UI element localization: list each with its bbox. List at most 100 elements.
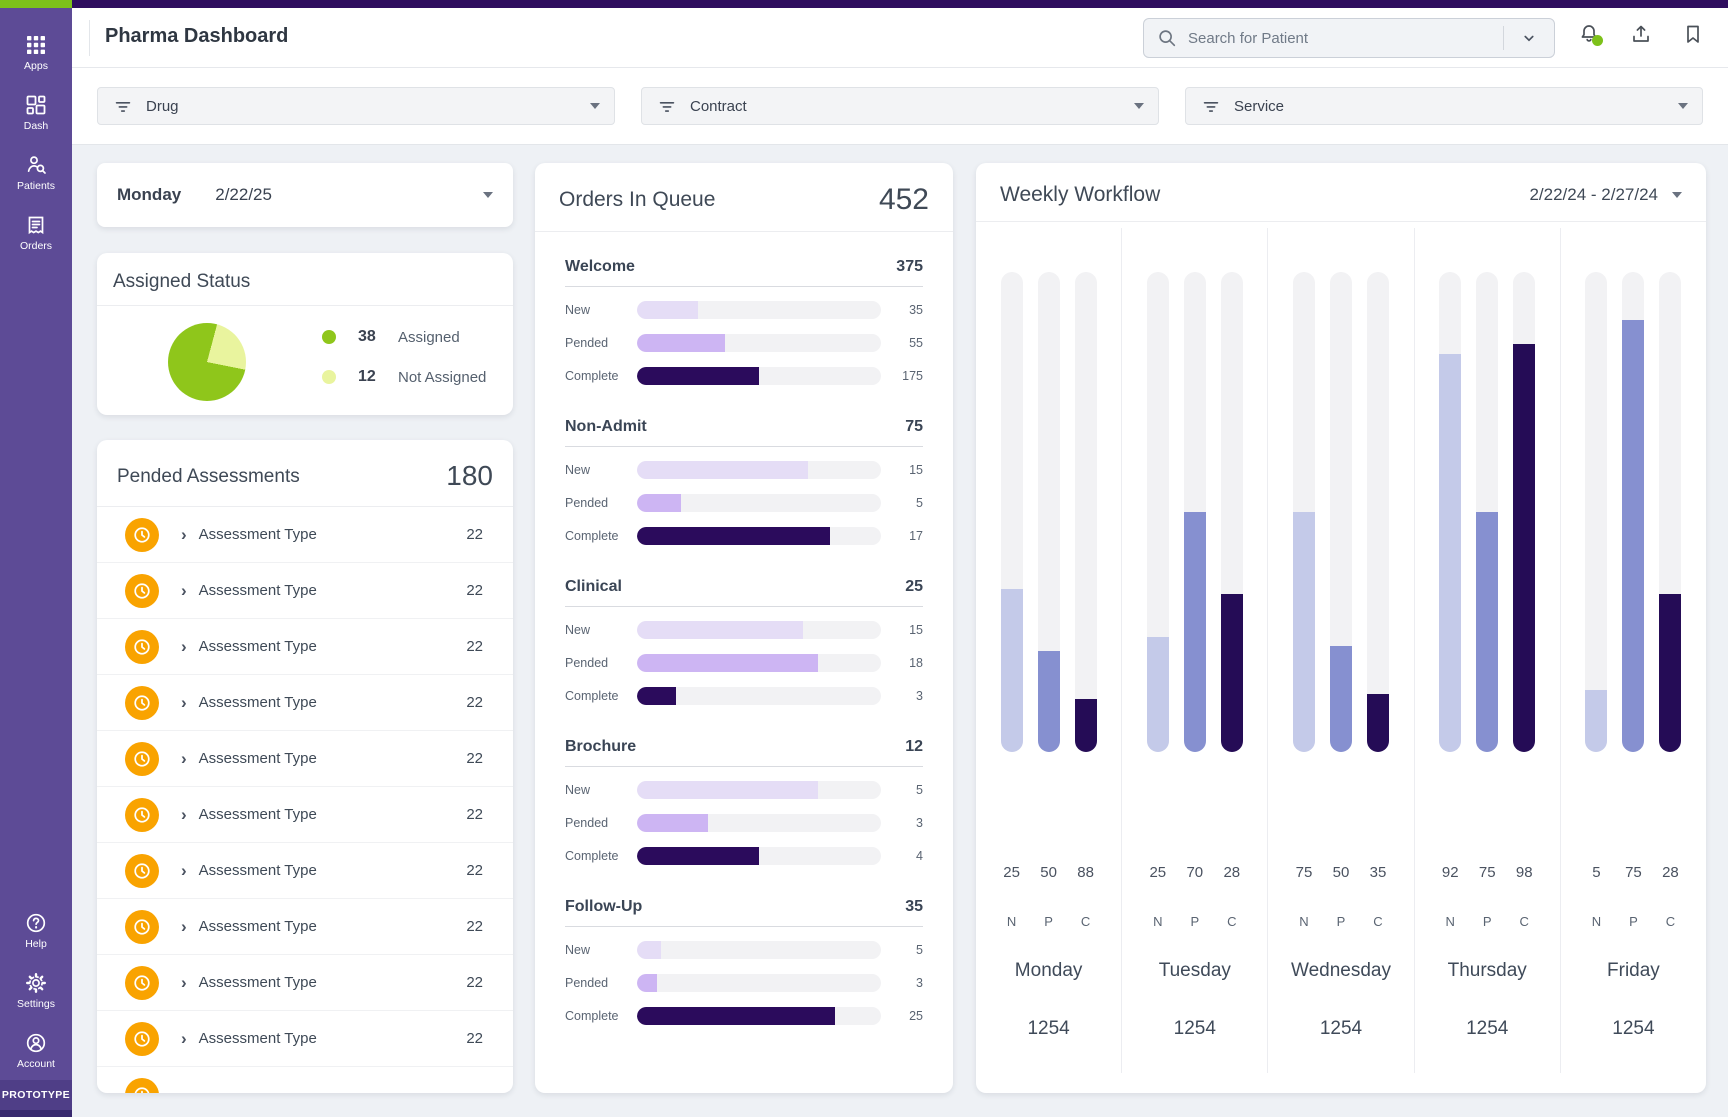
assessment-type-label: Assessment Type: [198, 974, 317, 991]
assessment-count: 22: [466, 974, 483, 991]
assessment-count: 22: [466, 862, 483, 879]
filter-drug[interactable]: Drug: [97, 87, 615, 125]
pended-assessment-row[interactable]: › Assessment Type 22: [97, 787, 513, 843]
progress-fill: [637, 973, 657, 992]
sidebar-item-dash[interactable]: Dash: [0, 82, 72, 142]
bar-group: [1293, 272, 1389, 752]
pended-assessment-row[interactable]: › Assessment Type 22: [97, 507, 513, 563]
sidebar-item-patients[interactable]: Patients: [0, 142, 72, 202]
bar-fill: [1659, 593, 1682, 752]
series-letter: C: [1519, 914, 1529, 929]
clock-icon: [125, 741, 159, 776]
pended-assessments-card: Pended Assessments 180 › Assessment Type 2…: [97, 440, 513, 1093]
pended-assessment-row[interactable]: › Assessment Type 22: [97, 843, 513, 899]
progress-track: [637, 846, 881, 865]
status-value: 15: [909, 462, 923, 477]
chevron-right-icon: ›: [181, 636, 187, 656]
section-total: 375: [896, 258, 923, 275]
bar-fill: [1330, 646, 1352, 752]
filter-label: Contract: [690, 97, 747, 115]
chevron-down-icon[interactable]: [1672, 192, 1682, 198]
pended-assessment-row[interactable]: › Assessment Type 22: [97, 563, 513, 619]
bar-group: [1439, 272, 1536, 752]
bar-fill: [1293, 512, 1315, 752]
weekly-day-group-wednesday: 75 50 35 N P C Wednesday 1254: [1268, 228, 1415, 1073]
bar-fill: [1476, 512, 1499, 752]
status-value: 5: [916, 782, 923, 797]
filter-service[interactable]: Service: [1185, 87, 1703, 125]
sidebar-footer-strip: [0, 1110, 72, 1117]
patient-search-box[interactable]: [1143, 18, 1555, 58]
progress-fill: [637, 526, 830, 545]
day-label: Wednesday: [1291, 960, 1391, 981]
pended-assessment-row[interactable]: › Assessment Type 22: [97, 619, 513, 675]
assessment-count: 22: [466, 526, 483, 543]
series-letter: P: [1482, 914, 1492, 929]
sidebar-item-label: Account: [17, 1058, 55, 1070]
pended-assessment-row[interactable]: › Assessment Type 22: [97, 731, 513, 787]
progress-fill: [637, 846, 759, 865]
chevron-right-icon: ›: [181, 580, 187, 600]
sidebar-item-label: Orders: [19, 240, 53, 252]
bar-value: 35: [1369, 864, 1387, 881]
day-total: 1254: [1173, 1018, 1216, 1039]
clock-icon: [125, 1021, 159, 1056]
sidebar-item-account[interactable]: Account: [0, 1020, 72, 1080]
sidebar-item-help[interactable]: Help: [0, 900, 72, 960]
pended-assessment-row[interactable]: [97, 1067, 513, 1093]
orders-section-welcome: Welcome 375 New 35 Pended 55 Complete 175: [565, 258, 923, 392]
assessment-type-label: Assessment Type: [198, 806, 317, 823]
bar-track: [1330, 272, 1352, 752]
notifications-button[interactable]: [1576, 21, 1603, 47]
search-options-dropdown[interactable]: [1504, 19, 1554, 57]
sidebar-item-label: Dash: [23, 120, 49, 132]
sidebar-item-settings[interactable]: Settings: [0, 960, 72, 1020]
day-label: Monday: [1014, 960, 1083, 981]
status-value: 3: [916, 975, 923, 990]
clock-icon: [125, 1077, 159, 1093]
series-letter: N: [1591, 914, 1602, 929]
progress-fill: [637, 686, 677, 705]
upload-icon: [1633, 25, 1649, 42]
section-name: Non-Admit: [565, 418, 647, 435]
filter-lines-icon: [656, 95, 678, 117]
progress-fill: [637, 653, 818, 672]
assessment-type-label: Assessment Type: [198, 526, 317, 543]
pended-assessment-row[interactable]: › Assessment Type 22: [97, 899, 513, 955]
weekly-day-group-friday: 5 75 28 N P C Friday 1254: [1561, 228, 1706, 1073]
upload-button[interactable]: [1628, 21, 1654, 47]
series-letter: C: [1227, 914, 1237, 929]
sidebar-item-orders[interactable]: Orders: [0, 202, 72, 262]
clock-icon: [125, 853, 159, 888]
chevron-down-icon: [1678, 103, 1688, 109]
status-label: Pended: [565, 495, 609, 510]
status-label: New: [565, 302, 591, 317]
status-value: 5: [916, 495, 923, 510]
status-progress-row: New 15: [565, 613, 923, 646]
bookmark-button[interactable]: [1680, 21, 1706, 47]
pended-assessment-row[interactable]: › Assessment Type 22: [97, 1011, 513, 1067]
series-letter: C: [1665, 914, 1676, 929]
bar-value: 25: [1149, 864, 1167, 881]
bar-values: 5 75 28: [1585, 864, 1681, 881]
bar-track: [1476, 272, 1499, 752]
assessment-type-label: Assessment Type: [198, 1030, 317, 1047]
bar-fill: [1439, 353, 1462, 752]
pended-assessment-row[interactable]: › Assessment Type 22: [97, 675, 513, 731]
orders-section-follow-up: Follow-Up 35 New 5 Pended 3 Complete 25: [565, 898, 923, 1032]
sidebar-item-apps[interactable]: Apps: [0, 22, 72, 82]
weekly-date-range[interactable]: 2/22/24 - 2/27/24: [1529, 185, 1658, 204]
status-progress-row: Complete 25: [565, 999, 923, 1032]
bar-values: 25 50 88: [1001, 864, 1097, 881]
section-total: 75: [905, 418, 923, 435]
status-progress-row: Pended 3: [565, 806, 923, 839]
search-input[interactable]: [1188, 29, 1503, 47]
date-selector[interactable]: Monday 2/22/25: [97, 163, 513, 227]
pended-assessment-row[interactable]: › Assessment Type 22: [97, 955, 513, 1011]
filter-contract[interactable]: Contract: [641, 87, 1159, 125]
bar-track: [1000, 272, 1023, 752]
progress-track: [637, 686, 881, 705]
orders-section-brochure: Brochure 12 New 5 Pended 3 Complete 4: [565, 738, 923, 872]
day-total: 1254: [1612, 1018, 1655, 1039]
